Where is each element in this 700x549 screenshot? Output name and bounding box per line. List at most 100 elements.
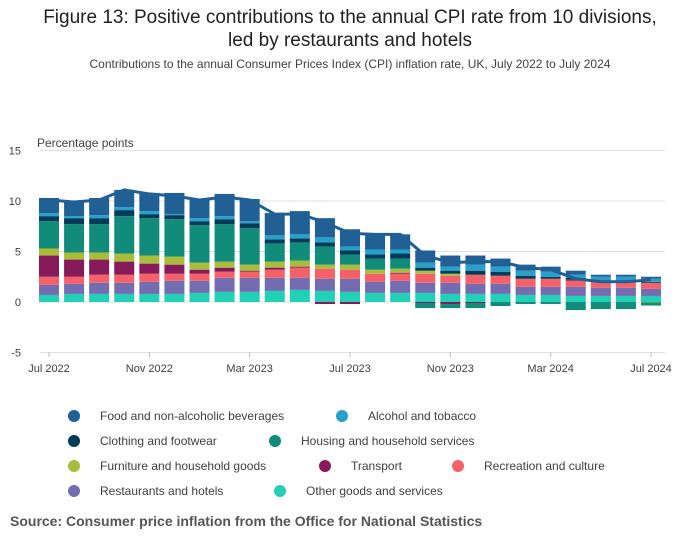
bar-segment [440,266,461,271]
legend-label: Furniture and household goods [100,459,267,473]
bar-segment [565,279,586,281]
bar-segment [590,281,611,288]
legend-swatch-icon [336,410,348,422]
bar-segment [39,221,59,249]
bar-segment [390,273,411,281]
bar-segment [590,276,611,281]
bar-segment [641,302,661,306]
bar-segment [64,218,85,225]
bar-segment [264,267,285,270]
bar-segment [289,277,310,290]
bar-segment [139,281,160,294]
bar-segment [164,256,185,265]
bar-segment [189,221,210,226]
legend-swatch-icon [319,460,331,472]
bar-segment [465,255,486,265]
bar-segment [641,295,661,302]
bar-segment [39,276,59,285]
bar-segment [490,271,511,276]
bar-segment [615,287,636,296]
bar-segment [189,292,210,302]
bar-segment [89,224,110,253]
bar-segment [164,219,185,257]
bar-segment [340,278,360,292]
bar-segment [390,292,411,302]
bar-segment [590,287,611,296]
bar-segment [164,264,185,274]
legend-label: Clothing and footwear [100,434,217,448]
bar-segment [189,273,210,281]
bar-segment [214,291,235,302]
bar-segment [139,293,160,302]
bar-segment [365,269,386,274]
bar-segment [39,216,59,222]
bar-segment [415,273,436,283]
bar-segment [641,288,661,296]
x-tick-label: Nov 2023 [427,363,474,375]
bar-segment [540,276,561,279]
title-line-1: Figure 13: Positive contributions to the… [43,7,657,28]
bar-segment [139,255,160,264]
bar-segment [390,253,411,259]
bar-segment [465,283,486,294]
bar-segment [114,216,135,254]
bar-segment [365,273,386,282]
bar-segment [365,254,386,259]
bar-segment [415,262,436,268]
chart-title: Figure 13: Positive contributions to the… [0,6,700,52]
bar-segment [264,277,285,291]
bar-segment [314,268,335,279]
bar-segment [465,274,486,284]
bar-segment [264,235,285,240]
bar-segment [239,228,260,265]
bar-segment [340,246,360,251]
legend-item: Recreation and culture [452,459,605,473]
bar-segment [540,278,561,287]
bar-segment [615,276,636,281]
cpi-line [48,188,652,284]
bar-segment [164,273,185,281]
bar-segment [390,258,411,269]
bar-segment [515,302,536,305]
legend-item: Alcohol and tobacco [336,409,476,423]
bar-segment [189,198,210,219]
bar-segment [440,293,461,302]
bar-segment [264,261,285,268]
chart-subtitle: Contributions to the annual Consumer Pri… [89,57,611,71]
bar-segment [490,302,511,307]
bar-segment [314,290,335,302]
bar-segment [114,189,135,208]
bar-segment [365,292,386,302]
bar-segment [615,281,636,288]
bar-segment [390,268,411,273]
bar-segment [89,282,110,294]
legend-label: Housing and household services [301,434,475,448]
bar-segment [89,197,110,216]
bar-segment [340,269,360,279]
bar-segment [64,293,85,302]
bar-segment [465,293,486,302]
bar-segment [515,294,536,302]
bar-segment [641,302,661,303]
bar-segment [415,267,436,271]
legend-swatch-icon [68,410,80,422]
bar-segment [415,282,436,293]
legend-swatch-icon [452,460,464,472]
bar-segment [365,258,386,270]
legend-label: Food and non-alcoholic beverages [100,409,285,423]
bar-segment [264,290,285,302]
bar-segment [641,281,661,283]
bar-segment [465,303,486,309]
source-note: Source: Consumer price inflation from th… [10,513,483,529]
x-tick-label: Nov 2022 [126,363,173,375]
bar-segment [139,192,160,212]
bar-segment [565,274,586,278]
legend-item: Housing and household services [269,434,474,448]
bar-segment [89,215,110,219]
bar-segment [214,219,235,225]
title-line-2: led by restaurants and hotels [228,30,472,51]
bar-segment [314,302,335,305]
legend-item: Food and non-alcoholic beverages [68,409,284,423]
bar-segment [239,277,260,292]
